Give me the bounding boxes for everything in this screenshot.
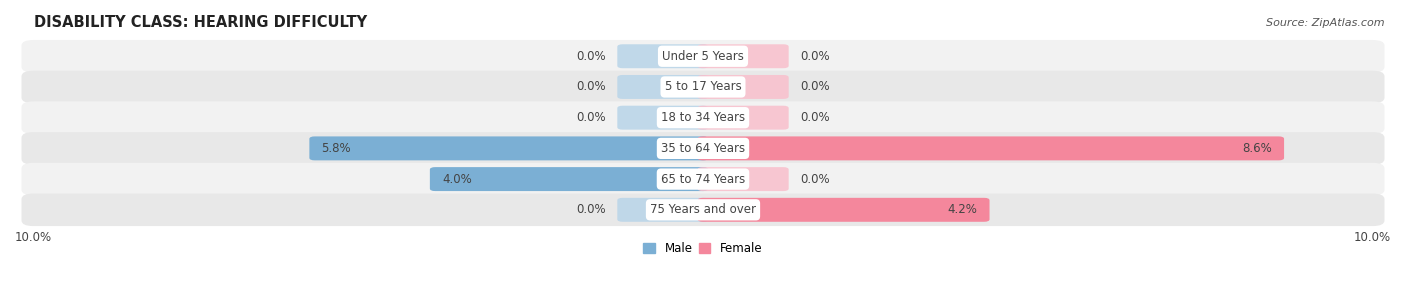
FancyBboxPatch shape (21, 194, 1385, 226)
FancyBboxPatch shape (617, 44, 709, 68)
Text: 75 Years and over: 75 Years and over (650, 203, 756, 216)
Text: 0.0%: 0.0% (576, 111, 606, 124)
FancyBboxPatch shape (21, 40, 1385, 73)
FancyBboxPatch shape (617, 75, 709, 99)
FancyBboxPatch shape (21, 102, 1385, 134)
Text: 0.0%: 0.0% (576, 50, 606, 63)
Text: 4.0%: 4.0% (441, 173, 471, 186)
FancyBboxPatch shape (697, 198, 990, 222)
Text: 18 to 34 Years: 18 to 34 Years (661, 111, 745, 124)
Text: 35 to 64 Years: 35 to 64 Years (661, 142, 745, 155)
Text: 0.0%: 0.0% (576, 203, 606, 216)
Text: Source: ZipAtlas.com: Source: ZipAtlas.com (1267, 18, 1385, 28)
FancyBboxPatch shape (309, 136, 709, 161)
Text: 4.2%: 4.2% (948, 203, 977, 216)
FancyBboxPatch shape (617, 198, 709, 222)
Text: DISABILITY CLASS: HEARING DIFFICULTY: DISABILITY CLASS: HEARING DIFFICULTY (34, 15, 367, 30)
Text: Under 5 Years: Under 5 Years (662, 50, 744, 63)
Legend: Male, Female: Male, Female (638, 237, 768, 260)
Text: 0.0%: 0.0% (800, 50, 830, 63)
Text: 0.0%: 0.0% (800, 111, 830, 124)
FancyBboxPatch shape (697, 136, 1284, 161)
Text: 0.0%: 0.0% (800, 173, 830, 186)
Text: 8.6%: 8.6% (1243, 142, 1272, 155)
FancyBboxPatch shape (21, 132, 1385, 165)
Text: 0.0%: 0.0% (576, 81, 606, 93)
FancyBboxPatch shape (430, 167, 709, 191)
FancyBboxPatch shape (21, 163, 1385, 195)
Text: 65 to 74 Years: 65 to 74 Years (661, 173, 745, 186)
FancyBboxPatch shape (697, 106, 789, 130)
Text: 0.0%: 0.0% (800, 81, 830, 93)
FancyBboxPatch shape (697, 44, 789, 68)
Text: 5 to 17 Years: 5 to 17 Years (665, 81, 741, 93)
Text: 5.8%: 5.8% (322, 142, 352, 155)
FancyBboxPatch shape (697, 167, 789, 191)
FancyBboxPatch shape (697, 75, 789, 99)
FancyBboxPatch shape (21, 71, 1385, 103)
FancyBboxPatch shape (617, 106, 709, 130)
